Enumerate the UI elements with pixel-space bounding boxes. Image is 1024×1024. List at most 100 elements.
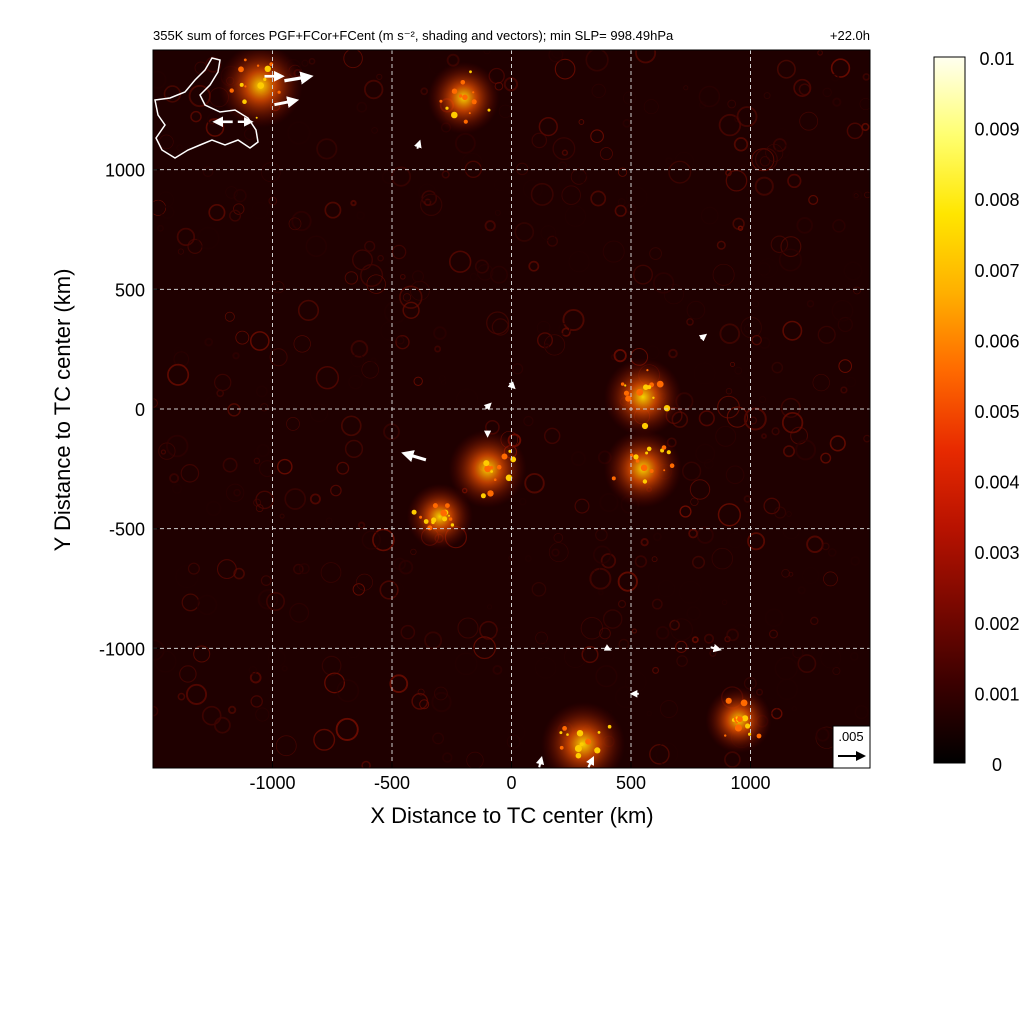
shading-speckle (686, 318, 694, 326)
shading-speckle (590, 190, 607, 207)
shading-speckle (752, 300, 760, 308)
shading-speckle (486, 311, 510, 335)
shading-speckle (309, 403, 329, 423)
force-vector (535, 755, 545, 768)
shading-speckle (506, 734, 521, 749)
shading-speckle (518, 497, 527, 506)
shading-speckle (676, 655, 688, 667)
shading-speckle (827, 548, 837, 557)
shading-speckle (633, 264, 654, 285)
hotspot-speck (577, 745, 580, 747)
shading-speckle (546, 235, 559, 247)
shading-speckle (391, 244, 407, 260)
shading-speckle (726, 628, 739, 642)
x-tick-label: 500 (616, 773, 646, 793)
shading-speckle (538, 116, 558, 137)
shading-speckle (320, 562, 342, 583)
hotspot-speck (624, 384, 627, 387)
shading-speckle (700, 206, 719, 225)
shading-speckle (754, 176, 774, 196)
shading-speckle (759, 156, 771, 167)
shading-speckle (455, 388, 479, 411)
shading-speckle (652, 532, 662, 542)
colorbar-tick-label: 0.007 (974, 261, 1019, 281)
shading-speckle (663, 284, 684, 305)
shading-speckle (686, 606, 701, 621)
hotspot-speck (451, 111, 458, 119)
hotspot-speck (239, 82, 244, 87)
hotspot-speck (575, 752, 582, 759)
shading-speckle (352, 249, 374, 271)
shading-speckle (796, 217, 814, 234)
shading-speckle (797, 586, 806, 595)
shading-speckle (773, 506, 787, 519)
shading-hotspots (218, 50, 772, 768)
shading-speckle (272, 281, 285, 294)
shading-speckle (736, 106, 758, 128)
shading-speckle (411, 270, 425, 283)
shading-speckle (553, 532, 564, 543)
shading-speckle (400, 624, 416, 640)
hotspot-speck (487, 108, 491, 112)
shading-speckle (381, 170, 396, 185)
shading-speckle (733, 137, 749, 152)
shading-speckle (832, 97, 842, 107)
shading-speckle (861, 122, 870, 132)
hotspot-speck (559, 745, 564, 750)
shading-speckle (679, 505, 692, 518)
shading-speckle (449, 250, 472, 273)
shading-speckle (213, 716, 231, 734)
shading-speckle (432, 732, 445, 745)
shading-speckle (193, 645, 211, 663)
shading-speckle (350, 353, 365, 368)
shading-speckle (808, 194, 819, 205)
hotspot-speck (487, 490, 494, 497)
shading-speckle (227, 705, 237, 715)
hotspot-speck (451, 88, 458, 94)
shading-speckle (371, 126, 379, 134)
hotspot-speck (463, 119, 468, 124)
shading-speckle (205, 500, 222, 517)
shading-speckle (159, 134, 174, 150)
shading-speckle (204, 337, 214, 347)
shading-speckle (531, 132, 548, 149)
shading-speckle (169, 473, 180, 484)
shading-speckle (781, 568, 790, 578)
force-vector (603, 644, 612, 651)
shading-speckle (413, 376, 423, 386)
force-vector (401, 450, 427, 462)
shading-speckle (441, 170, 450, 179)
shading-speckle (361, 361, 379, 379)
shading-speckle (691, 555, 706, 569)
hotspot-speck (448, 514, 450, 517)
shading-speckle (255, 707, 270, 722)
hotspot-speck (745, 723, 751, 729)
hotspot-speck (559, 731, 563, 735)
shading-speckle (326, 517, 333, 524)
shading-speckle (344, 271, 359, 285)
shading-speckle (364, 79, 384, 100)
shading-speckle (849, 652, 859, 661)
shading-speckle (399, 273, 406, 280)
shading-speckle (255, 490, 274, 510)
shading-speckle (227, 403, 241, 417)
shading-speckle (793, 78, 812, 97)
shading-speckle (747, 532, 766, 551)
hotspot-speck (489, 465, 494, 470)
shading-speckle (253, 498, 262, 507)
shading-speckle (232, 203, 245, 215)
hotspot-speck (255, 116, 258, 119)
shading-speckle (335, 717, 359, 741)
shading-speckle (340, 415, 362, 437)
shading-speckle (853, 286, 861, 295)
shading-speckle (364, 240, 376, 252)
y-axis-ticks: -1000 -500 0 500 1000 (99, 161, 159, 659)
shading-speckle (758, 336, 771, 349)
shading-speckle (188, 84, 211, 108)
force-vector (586, 756, 594, 768)
hotspot-speck (432, 503, 438, 509)
shading-speckle (580, 616, 604, 640)
shading-speckle (366, 274, 386, 294)
y-tick-label: -500 (109, 520, 145, 540)
shading-speckle (852, 190, 863, 201)
